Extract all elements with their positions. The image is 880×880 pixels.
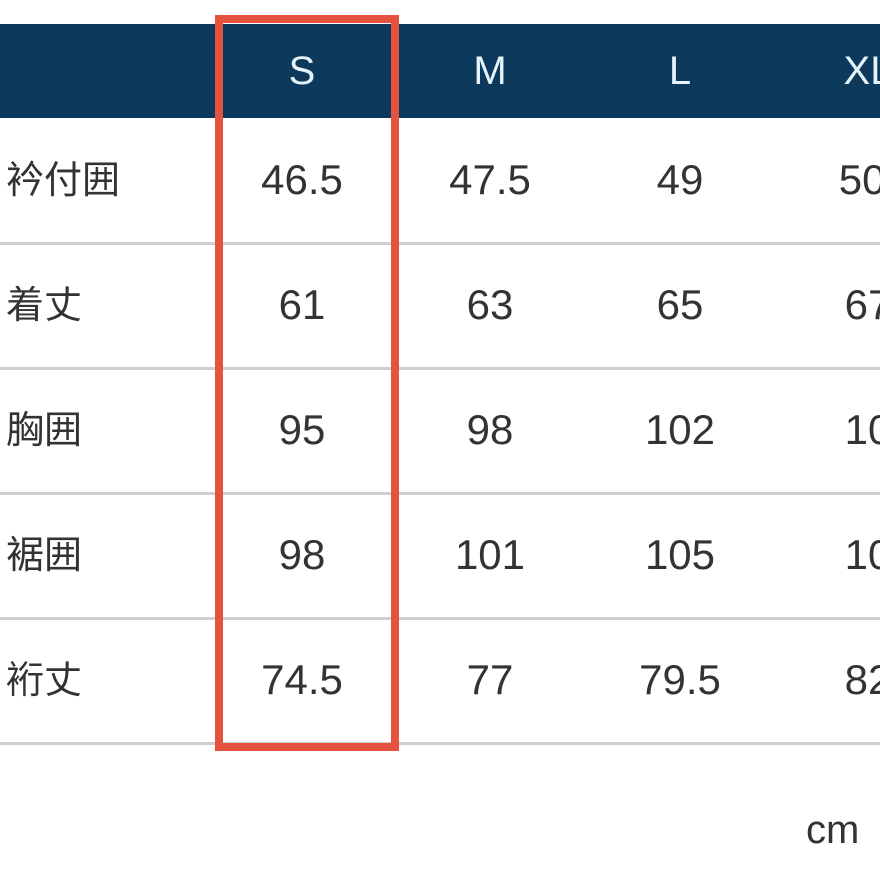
table-row: 着丈 61 63 65 67: [0, 243, 880, 370]
table-cell: 77: [466, 656, 514, 703]
header-size-m: M: [473, 49, 507, 93]
table-cell: 47.5: [449, 156, 531, 203]
row-label: 着丈: [6, 283, 83, 327]
table-cell: 105: [644, 531, 716, 578]
row-label: 衿付囲: [6, 158, 121, 202]
table-row: 裾囲 98 101 105 10: [0, 493, 880, 620]
table-cell: 79.5: [639, 656, 721, 703]
header-size-s: S: [288, 49, 316, 93]
table-cell: 63: [466, 281, 514, 328]
row-label: 裾囲: [6, 533, 83, 577]
table-cell: 74.5: [261, 656, 343, 703]
table-cell: 98: [278, 531, 326, 578]
row-label: 裄丈: [6, 658, 83, 702]
table-cell: 10: [844, 531, 880, 578]
table-cell: 61: [278, 281, 326, 328]
unit-note: cm: [806, 808, 860, 852]
header-size-xl: XL: [843, 49, 880, 93]
table-row: 胸囲 95 98 102 10: [0, 368, 880, 495]
table-cell: 95: [278, 406, 326, 453]
table-row: 裄丈 74.5 77 79.5 82: [0, 618, 880, 745]
table-cell: 82: [844, 656, 880, 703]
table-cell: 49: [656, 156, 704, 203]
row-label: 胸囲: [6, 408, 83, 452]
table-cell: 101: [454, 531, 526, 578]
table-cell: 46.5: [261, 156, 343, 203]
table-cell: 10: [844, 406, 880, 453]
table-row: 衿付囲 46.5 47.5 49 50.: [0, 118, 880, 245]
table-header: [0, 24, 880, 118]
table-cell: 65: [656, 281, 704, 328]
table-cell: 50.: [838, 156, 880, 203]
table-cell: 102: [644, 406, 716, 453]
header-size-l: L: [668, 49, 692, 93]
table-cell: 98: [466, 406, 514, 453]
table-cell: 67: [844, 281, 880, 328]
